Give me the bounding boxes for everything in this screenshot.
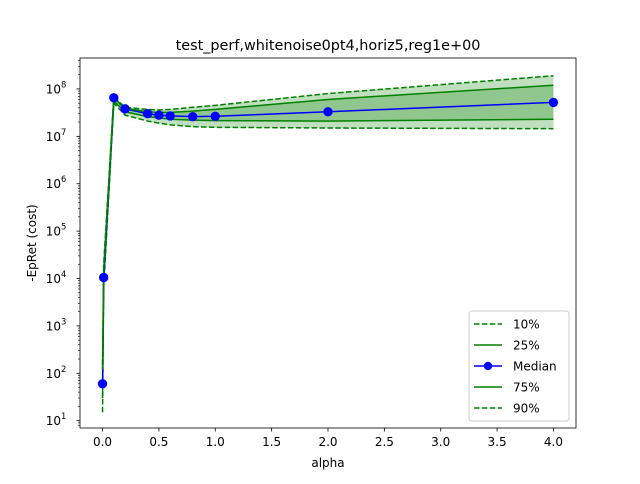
y-tick-exponent: 6 xyxy=(61,174,66,184)
y-tick-exponent: 3 xyxy=(61,316,66,326)
x-tick-label: 0.5 xyxy=(149,435,168,449)
median-point xyxy=(120,104,130,114)
y-tick-exponent: 1 xyxy=(61,411,66,421)
legend-label: 90% xyxy=(513,402,540,416)
legend-label: 10% xyxy=(513,318,540,332)
x-tick-label: 2.5 xyxy=(375,435,394,449)
y-axis-label: -EpRet (cost) xyxy=(25,204,39,282)
x-tick-label: 0.0 xyxy=(93,435,112,449)
median-point xyxy=(548,97,559,108)
chart-title: test_perf,whitenoise0pt4,horiz5,reg1e+00 xyxy=(176,38,481,54)
y-tick-exponent: 4 xyxy=(61,269,66,279)
legend: 10% 25% Median 75% 90% xyxy=(468,310,570,422)
x-tick-label: 3.5 xyxy=(488,435,507,449)
y-tick-exponent: 2 xyxy=(61,364,66,374)
legend-box xyxy=(468,310,570,422)
legend-label: 25% xyxy=(513,339,540,353)
x-tick-label: 3.0 xyxy=(431,435,450,449)
median-point xyxy=(142,109,153,119)
series-line-90pct xyxy=(101,74,554,365)
median-point xyxy=(97,379,108,389)
legend-label: 75% xyxy=(513,381,540,395)
y-tick-exponent: 8 xyxy=(61,79,66,89)
median-point xyxy=(165,111,175,121)
legend-marker xyxy=(483,361,493,371)
legend-label: Median xyxy=(513,360,557,374)
x-axis-ticks: 0.0 0.5 1.0 1.5 2.0 2.5 3.0 3.5 4.0 xyxy=(93,428,563,449)
median-point xyxy=(154,110,164,120)
median-point xyxy=(98,272,109,283)
x-axis-label: alpha xyxy=(311,456,344,470)
median-point xyxy=(323,107,333,117)
x-tick-label: 1.5 xyxy=(262,435,281,449)
median-point xyxy=(188,111,198,122)
median-point xyxy=(210,111,220,121)
x-tick-label: 1.0 xyxy=(206,435,225,449)
y-tick-exponent: 7 xyxy=(61,127,66,137)
x-tick-label: 4.0 xyxy=(544,435,563,449)
fill-band-0 xyxy=(102,75,554,413)
x-tick-label: 2.0 xyxy=(318,435,337,449)
median-markers xyxy=(97,93,559,389)
median-point xyxy=(109,93,119,103)
y-tick-exponent: 5 xyxy=(61,222,66,232)
